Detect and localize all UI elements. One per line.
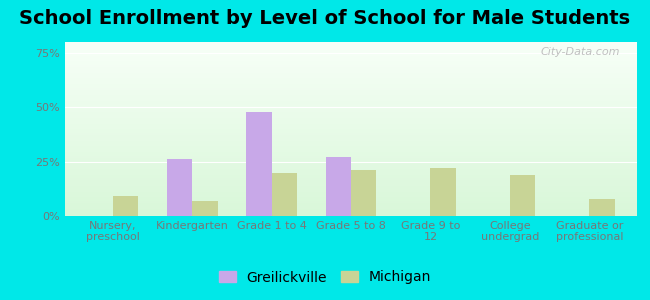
Bar [351, 170, 376, 216]
Bar [112, 196, 138, 216]
Bar [510, 175, 536, 216]
Bar [326, 157, 351, 216]
Bar [246, 112, 272, 216]
Bar [166, 159, 192, 216]
Bar [192, 201, 218, 216]
Bar [590, 199, 615, 216]
Legend: Greilickville, Michigan: Greilickville, Michigan [213, 265, 437, 290]
Text: School Enrollment by Level of School for Male Students: School Enrollment by Level of School for… [20, 9, 630, 28]
Bar [272, 172, 297, 216]
Text: City-Data.com: City-Data.com [540, 47, 620, 57]
Bar [430, 168, 456, 216]
